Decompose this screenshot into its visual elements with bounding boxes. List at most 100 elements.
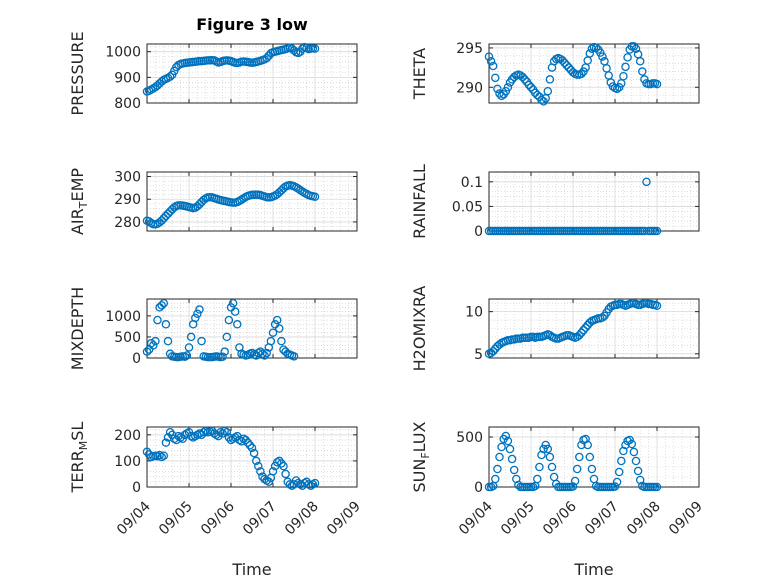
data-point — [279, 461, 288, 471]
y-tick-label: 5 — [474, 347, 483, 363]
data-point — [575, 330, 584, 340]
y-tick-label: 290 — [114, 192, 141, 208]
data-point — [640, 226, 649, 236]
data-point — [545, 75, 555, 84]
data-point — [182, 351, 192, 360]
data-point — [233, 320, 242, 329]
data-point — [262, 476, 271, 485]
x-tick-label: 09/08 — [624, 499, 664, 539]
data-point — [545, 330, 555, 340]
x-tick-label: 09/08 — [282, 499, 322, 539]
data-point — [583, 440, 592, 450]
data-point — [296, 185, 305, 195]
data-point — [212, 430, 221, 440]
panel-theta: 290 295 THETA — [410, 41, 700, 106]
y-tick-label: 290 — [456, 80, 483, 96]
data-point — [293, 478, 303, 488]
data-point — [149, 341, 158, 350]
data-point — [142, 347, 152, 356]
data-point — [163, 336, 173, 346]
data-point — [629, 447, 639, 457]
data-point — [218, 352, 227, 361]
data-point — [543, 86, 553, 96]
data-point — [585, 49, 595, 58]
data-point — [201, 426, 211, 436]
data-point — [581, 323, 590, 332]
data-point — [260, 351, 269, 360]
x-tick-label: 09/04 — [456, 498, 496, 538]
y-tick-label: 300 — [114, 170, 141, 186]
data-point — [585, 318, 595, 327]
data-point — [235, 196, 244, 206]
data-point — [159, 298, 169, 308]
data-point — [614, 467, 624, 477]
data-point — [188, 433, 198, 442]
data-point — [587, 44, 597, 53]
y-axis-label: RAINFALL — [410, 164, 429, 239]
data-point — [249, 448, 259, 458]
y-axis-label: TERRMSL — [68, 422, 90, 494]
data-point — [256, 467, 265, 476]
data-point — [218, 429, 227, 438]
x-tick-label: 09/07 — [582, 499, 622, 539]
data-point — [268, 328, 278, 337]
data-point — [488, 61, 498, 71]
data-point — [524, 80, 534, 90]
data-point — [495, 452, 504, 462]
data-point — [493, 464, 502, 474]
data-point — [652, 226, 662, 236]
figure-title: Figure 3 low — [196, 15, 308, 34]
data-point — [579, 325, 588, 335]
panel-pressure: 800 900 1000 PRESSURE — [68, 31, 358, 116]
data-point — [277, 459, 286, 468]
data-point — [237, 195, 246, 204]
data-point — [165, 72, 175, 81]
y-tick-label: 1000 — [105, 309, 141, 325]
data-point — [254, 461, 263, 471]
data-point — [186, 332, 196, 342]
data-point — [241, 435, 250, 445]
data-point — [161, 211, 171, 221]
x-axis-label-right: Time — [573, 560, 613, 579]
data-point — [289, 46, 299, 55]
data-point — [652, 482, 662, 492]
data-point — [182, 429, 192, 438]
y-tick-label: 800 — [114, 96, 141, 112]
data-point — [191, 431, 200, 441]
y-axis-label: H2OMIXRA — [410, 286, 429, 372]
plot-area — [146, 43, 358, 104]
y-axis-label: MIXDEPTH — [68, 287, 87, 370]
data-point — [224, 433, 234, 442]
data-point — [635, 57, 645, 66]
data-point — [275, 456, 284, 466]
data-point — [230, 433, 240, 442]
data-point — [220, 347, 229, 356]
data-point — [199, 427, 208, 437]
data-point — [503, 83, 513, 92]
plot-area — [146, 426, 358, 488]
data-point — [541, 440, 550, 450]
data-point — [251, 456, 261, 466]
panel-h2omixra: 5 10 H2OMIXRA — [410, 286, 700, 372]
data-point — [142, 447, 152, 457]
x-tick-label: 09/05 — [498, 499, 538, 539]
data-point — [298, 187, 307, 196]
data-point — [631, 44, 641, 53]
y-tick-label: 0 — [474, 480, 483, 496]
data-point — [159, 451, 169, 460]
data-point — [272, 315, 282, 325]
data-point — [591, 43, 601, 53]
data-point — [174, 431, 183, 441]
y-tick-label: 280 — [114, 215, 141, 231]
data-point — [577, 328, 586, 337]
data-point — [631, 456, 641, 466]
data-point — [560, 58, 569, 68]
y-tick-label: 0.1 — [461, 175, 483, 191]
data-point — [501, 431, 511, 441]
plot-border — [146, 171, 358, 232]
data-point — [163, 209, 173, 219]
data-point — [186, 431, 196, 441]
y-tick-label: 0 — [132, 351, 141, 367]
data-point — [195, 305, 204, 314]
